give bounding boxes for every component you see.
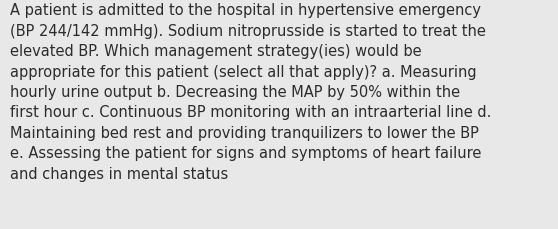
Text: A patient is admitted to the hospital in hypertensive emergency
(BP 244/142 mmHg: A patient is admitted to the hospital in… [10,3,492,181]
